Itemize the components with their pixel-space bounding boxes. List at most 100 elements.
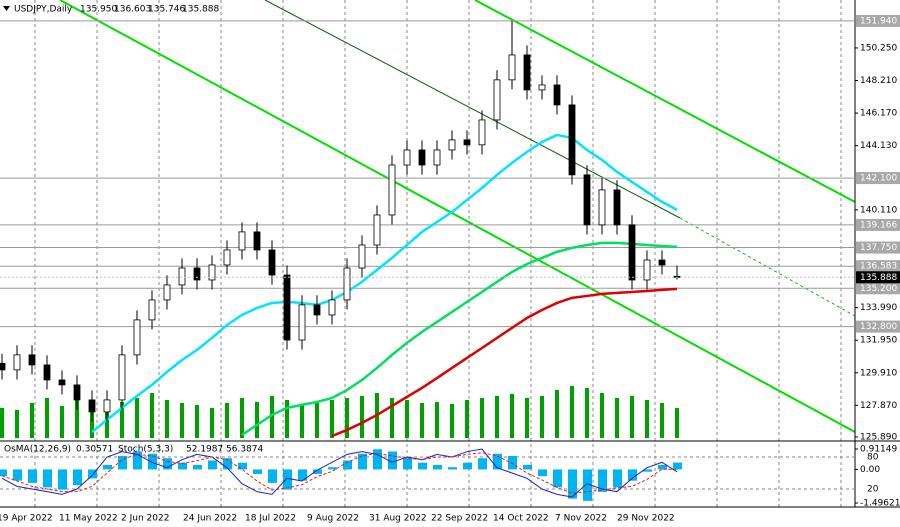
- candle-body: [448, 139, 456, 151]
- x-tick-label: 2 Jun 2022: [121, 514, 169, 524]
- candle-body: [88, 399, 96, 413]
- volume-bar: [240, 398, 244, 438]
- level-label-box: [856, 320, 900, 333]
- osma-bar: [433, 464, 442, 470]
- chart-title: USDJPY,Daily: [14, 5, 73, 15]
- candle-body: [523, 54, 531, 91]
- candle-body: [343, 267, 351, 301]
- candle-body: [643, 259, 651, 281]
- osma-bar: [73, 469, 82, 486]
- osma-bar: [103, 464, 112, 470]
- x-tick-label: 19 Apr 2022: [0, 514, 53, 524]
- volume-bar: [75, 400, 79, 438]
- level-label: 135.200: [860, 284, 897, 294]
- level-label: 136.583: [860, 262, 897, 272]
- level-label-box: [856, 241, 900, 254]
- volume-bar: [195, 405, 199, 438]
- volume-bar: [270, 396, 274, 438]
- candle-body: [463, 139, 471, 146]
- channel-lines: [59, 0, 856, 433]
- moving-average: [331, 287, 678, 438]
- candle-body: [58, 379, 66, 386]
- osma-bar: [658, 464, 667, 470]
- osma-tick-label: 0.00: [860, 465, 880, 475]
- ohlc-label: 136.603: [114, 5, 151, 15]
- candle-body: [178, 267, 186, 286]
- volume-bar: [165, 400, 169, 438]
- osma-bar: [538, 469, 547, 477]
- osma-bar: [178, 462, 187, 470]
- osma-bar: [88, 469, 97, 479]
- y-tick-label: 131.950: [860, 336, 897, 346]
- volume-bar: [615, 398, 619, 438]
- trend-line: [264, 0, 681, 219]
- volume-bar: [180, 403, 184, 438]
- osma-bar: [0, 469, 7, 477]
- volume-bar: [450, 404, 454, 438]
- y-tick-label: 148.210: [860, 76, 897, 86]
- osma-bar: [58, 469, 67, 490]
- osma-bar: [553, 469, 562, 488]
- y-tick-label: 125.890: [860, 432, 897, 442]
- dropdown-icon[interactable]: [3, 6, 10, 11]
- osma-bar: [328, 467, 337, 470]
- candle-body: [223, 249, 231, 266]
- indicator-value: 56.3874: [226, 445, 263, 455]
- osma-bar: [163, 458, 172, 470]
- volume-bar: [435, 402, 439, 438]
- volume-bar: [120, 402, 124, 438]
- candle-body: [493, 79, 501, 121]
- candle-body: [328, 299, 336, 316]
- osma-bar: [313, 469, 322, 474]
- osma-bar: [358, 453, 367, 470]
- osma-bar: [523, 464, 532, 470]
- osma-bar: [388, 451, 397, 470]
- volume-bar: [525, 398, 529, 438]
- volume-bar: [315, 402, 319, 438]
- candle-body: [208, 264, 216, 281]
- candle-body: [283, 274, 291, 341]
- stoch-tick-label: 80: [867, 453, 879, 463]
- candle-body: [163, 284, 171, 301]
- indicator-name: Stoch(5,3,3): [118, 445, 173, 455]
- candle-body: [28, 354, 36, 366]
- osma-bar: [238, 462, 247, 470]
- stoch-tick-label: 20: [867, 485, 879, 495]
- volume-bar: [285, 400, 289, 438]
- candle-body: [538, 84, 546, 91]
- candle-body: [0, 362, 6, 371]
- candle-body: [133, 319, 141, 356]
- volume-bar: [390, 398, 394, 438]
- candle-body: [73, 384, 81, 401]
- volume-bar: [645, 400, 649, 438]
- candle-body: [118, 354, 126, 401]
- x-tick-label: 22 Sep 2022: [431, 514, 488, 524]
- osma-bar: [343, 460, 352, 470]
- volume-bar: [660, 403, 664, 438]
- volume-bar: [150, 393, 154, 438]
- osma-bar: [598, 469, 607, 492]
- volume-bar: [585, 388, 589, 438]
- indicator-name: OsMA(12,26,9): [4, 445, 71, 455]
- volume-bar: [345, 398, 349, 438]
- vertical-grid: [34, 0, 842, 507]
- candle-body: [373, 214, 381, 246]
- osma-bar: [193, 464, 202, 470]
- candle-body: [103, 399, 111, 413]
- ohlc-label: 135.950: [80, 5, 117, 15]
- candle-body: [388, 164, 396, 216]
- osma-bar: [268, 469, 277, 483]
- candle-body: [658, 259, 666, 266]
- volume-bar: [675, 408, 679, 438]
- level-label: 137.750: [860, 243, 897, 253]
- indicator-value: 52.1987: [186, 445, 223, 455]
- y-tick-label: 144.130: [860, 141, 897, 151]
- level-label-box: [856, 14, 900, 27]
- last-price-box: [856, 271, 900, 284]
- candle-body: [358, 244, 366, 269]
- moving-average: [241, 241, 678, 436]
- volume-bar: [0, 408, 4, 438]
- osma-bar: [28, 469, 37, 483]
